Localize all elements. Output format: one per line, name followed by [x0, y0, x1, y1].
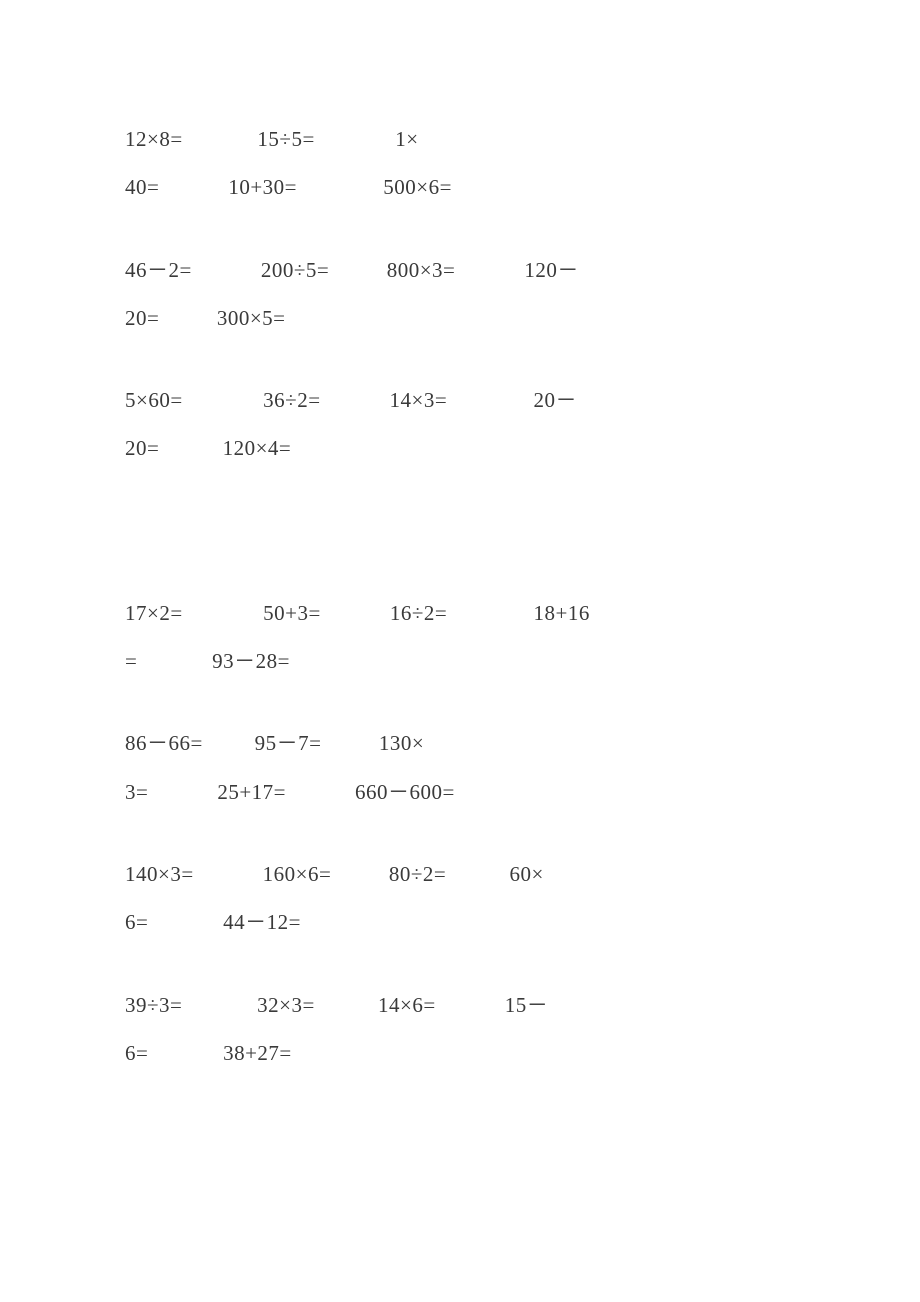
- problem-line: 6= 38+27=: [125, 1029, 810, 1077]
- problem-line: 20= 300×5=: [125, 294, 810, 342]
- worksheet-content: 12×8= 15÷5= 1×40= 10+30= 500×6= 46－2= 200…: [125, 115, 810, 1077]
- problem-line: 17×2= 50+3= 16÷2= 18+16: [125, 589, 810, 637]
- problem-line: 46－2= 200÷5= 800×3= 120－: [125, 246, 810, 294]
- problem-line: 20= 120×4=: [125, 424, 810, 472]
- problem-block: 5×60= 36÷2= 14×3= 20－20= 120×4=: [125, 376, 810, 473]
- problem-block: 140×3= 160×6= 80÷2= 60×6= 44－12=: [125, 850, 810, 947]
- problem-line: 6= 44－12=: [125, 898, 810, 946]
- problem-block: 17×2= 50+3= 16÷2= 18+16= 93－28=: [125, 589, 810, 686]
- problem-line: 12×8= 15÷5= 1×: [125, 115, 810, 163]
- problem-line: 39÷3= 32×3= 14×6= 15－: [125, 981, 810, 1029]
- problem-line: 3= 25+17= 660－600=: [125, 768, 810, 816]
- problem-block: 86－66= 95－7= 130×3= 25+17= 660－600=: [125, 719, 810, 816]
- problem-line: 40= 10+30= 500×6=: [125, 163, 810, 211]
- problem-block: 39÷3= 32×3= 14×6= 15－6= 38+27=: [125, 981, 810, 1078]
- problem-line: 140×3= 160×6= 80÷2= 60×: [125, 850, 810, 898]
- problem-line: = 93－28=: [125, 637, 810, 685]
- problem-block: 46－2= 200÷5= 800×3= 120－20= 300×5=: [125, 246, 810, 343]
- problem-block: 12×8= 15÷5= 1×40= 10+30= 500×6=: [125, 115, 810, 212]
- problem-line: 5×60= 36÷2= 14×3= 20－: [125, 376, 810, 424]
- problem-line: 86－66= 95－7= 130×: [125, 719, 810, 767]
